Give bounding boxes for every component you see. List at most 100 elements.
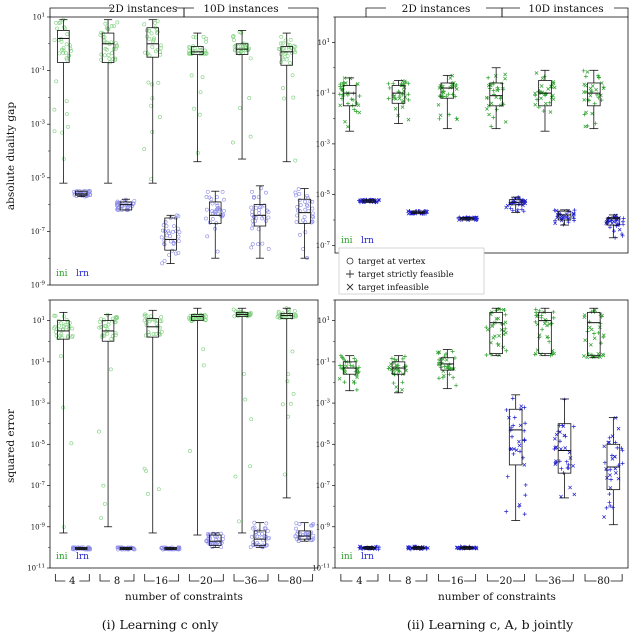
data-point — [609, 477, 614, 482]
data-point — [248, 310, 253, 315]
data-point — [566, 220, 571, 225]
data-point — [198, 90, 203, 95]
data-point — [259, 535, 264, 540]
data-point — [436, 351, 441, 356]
legend-lrn: lrn — [361, 236, 374, 246]
data-point — [340, 92, 345, 97]
data-point — [523, 421, 528, 426]
data-point — [301, 218, 306, 223]
data-point — [298, 203, 303, 208]
data-point — [517, 443, 522, 448]
x-bracket — [188, 574, 224, 582]
data-point — [552, 85, 557, 90]
data-point — [589, 342, 593, 347]
data-point — [601, 335, 606, 340]
y-tick-label: 10-3 — [316, 399, 331, 408]
data-point — [156, 487, 161, 492]
data-point — [539, 96, 543, 101]
data-point — [146, 80, 151, 85]
data-point — [540, 76, 545, 81]
data-point — [563, 434, 568, 439]
data-point — [293, 313, 298, 317]
x-group-label: 4 — [69, 576, 75, 587]
data-point — [387, 85, 392, 90]
data-point — [204, 216, 208, 221]
data-point — [514, 448, 519, 452]
x-group-label: 20 — [200, 576, 213, 587]
data-point — [160, 261, 165, 266]
data-point — [551, 81, 556, 86]
panel-gap_c_only: 10-9 10-7 10-5 10-3 10-1 101 ini lrn — [31, 13, 319, 290]
data-point — [158, 46, 163, 50]
data-point — [65, 112, 69, 117]
data-point — [159, 235, 164, 240]
points-ini-16 — [436, 73, 459, 122]
axes-frame — [334, 299, 629, 569]
data-point — [238, 106, 242, 111]
data-point — [189, 73, 194, 78]
data-point — [451, 375, 456, 380]
data-point — [158, 115, 162, 119]
data-point — [376, 545, 381, 550]
data-point — [60, 327, 65, 332]
data-point — [148, 317, 153, 322]
data-point — [606, 440, 611, 445]
panel-gap_joint: 10-7 10-5 10-3 10-1 101 ini lrn — [316, 16, 629, 254]
data-point — [457, 545, 462, 550]
data-point — [215, 532, 220, 536]
data-point — [159, 315, 163, 319]
y-tick-label: 10-3 — [316, 139, 331, 148]
data-point — [249, 245, 254, 250]
data-point — [592, 101, 597, 106]
data-point — [291, 391, 296, 396]
series-lrn — [357, 394, 625, 552]
data-point — [295, 213, 300, 218]
legend-plus-icon — [346, 270, 354, 278]
data-point — [176, 234, 181, 239]
data-point — [242, 371, 247, 376]
data-point — [376, 547, 381, 552]
data-point — [120, 199, 125, 204]
data-point — [454, 383, 459, 388]
data-point — [450, 73, 455, 78]
data-point — [509, 447, 513, 451]
data-point — [596, 351, 601, 356]
header-2d-right: 2D instances — [402, 3, 471, 15]
data-point — [503, 312, 508, 317]
data-point — [276, 311, 281, 316]
data-point — [602, 515, 606, 519]
data-point — [305, 193, 309, 198]
data-point — [310, 214, 315, 219]
data-point — [346, 124, 350, 129]
data-point — [572, 492, 577, 497]
data-point — [248, 56, 253, 61]
data-point — [243, 397, 248, 402]
data-point — [559, 466, 564, 471]
box-ini-16 — [146, 27, 159, 58]
data-point — [399, 81, 404, 86]
data-point — [255, 541, 260, 545]
data-point — [620, 233, 625, 238]
points-lrn-20 — [204, 531, 225, 550]
data-point — [572, 218, 577, 223]
data-point — [191, 34, 196, 39]
data-point — [581, 68, 586, 73]
data-point — [542, 74, 547, 79]
data-point — [505, 474, 510, 479]
data-point — [546, 87, 551, 91]
y-tick-label: 10-3 — [31, 399, 46, 408]
data-point — [267, 536, 271, 540]
data-point — [151, 332, 156, 336]
y-tick-label: 10-5 — [31, 173, 46, 182]
data-point — [518, 423, 523, 428]
data-point — [508, 206, 513, 211]
data-point — [52, 129, 57, 134]
data-point — [250, 209, 255, 214]
y-tick-label: 10-7 — [316, 241, 331, 250]
points-ini-80 — [581, 68, 606, 129]
data-point — [474, 215, 479, 220]
data-point — [400, 356, 405, 361]
data-point — [187, 317, 192, 322]
data-point — [519, 207, 524, 212]
data-point — [294, 314, 298, 319]
